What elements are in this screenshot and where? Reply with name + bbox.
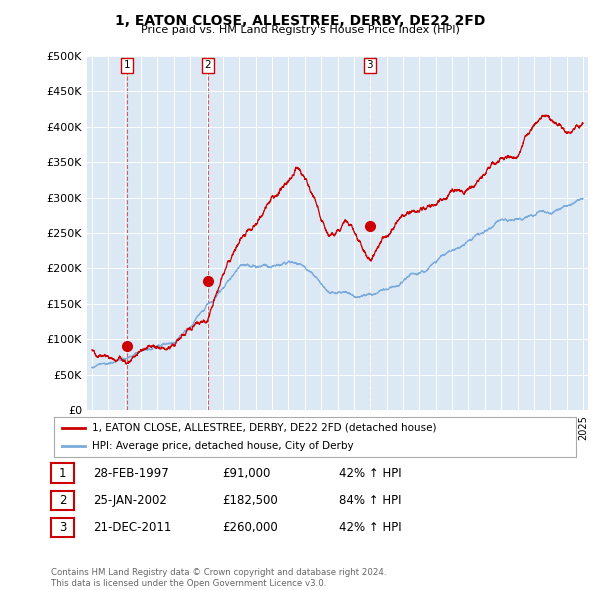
Text: 84% ↑ HPI: 84% ↑ HPI xyxy=(339,494,401,507)
Text: 25-JAN-2002: 25-JAN-2002 xyxy=(93,494,167,507)
Text: 3: 3 xyxy=(59,521,66,534)
Text: Price paid vs. HM Land Registry's House Price Index (HPI): Price paid vs. HM Land Registry's House … xyxy=(140,25,460,35)
Text: 1, EATON CLOSE, ALLESTREE, DERBY, DE22 2FD: 1, EATON CLOSE, ALLESTREE, DERBY, DE22 2… xyxy=(115,14,485,28)
Text: HPI: Average price, detached house, City of Derby: HPI: Average price, detached house, City… xyxy=(92,441,353,451)
Text: 42% ↑ HPI: 42% ↑ HPI xyxy=(339,521,401,534)
Text: 3: 3 xyxy=(367,60,373,70)
Text: 1: 1 xyxy=(59,467,66,480)
Text: £91,000: £91,000 xyxy=(222,467,271,480)
Text: 28-FEB-1997: 28-FEB-1997 xyxy=(93,467,169,480)
Text: 2: 2 xyxy=(59,494,66,507)
Text: 1, EATON CLOSE, ALLESTREE, DERBY, DE22 2FD (detached house): 1, EATON CLOSE, ALLESTREE, DERBY, DE22 2… xyxy=(92,423,436,433)
Text: £260,000: £260,000 xyxy=(222,521,278,534)
Text: 1: 1 xyxy=(124,60,130,70)
Text: Contains HM Land Registry data © Crown copyright and database right 2024.
This d: Contains HM Land Registry data © Crown c… xyxy=(51,568,386,588)
Text: 2: 2 xyxy=(205,60,211,70)
Text: £182,500: £182,500 xyxy=(222,494,278,507)
Text: 42% ↑ HPI: 42% ↑ HPI xyxy=(339,467,401,480)
Text: 21-DEC-2011: 21-DEC-2011 xyxy=(93,521,172,534)
